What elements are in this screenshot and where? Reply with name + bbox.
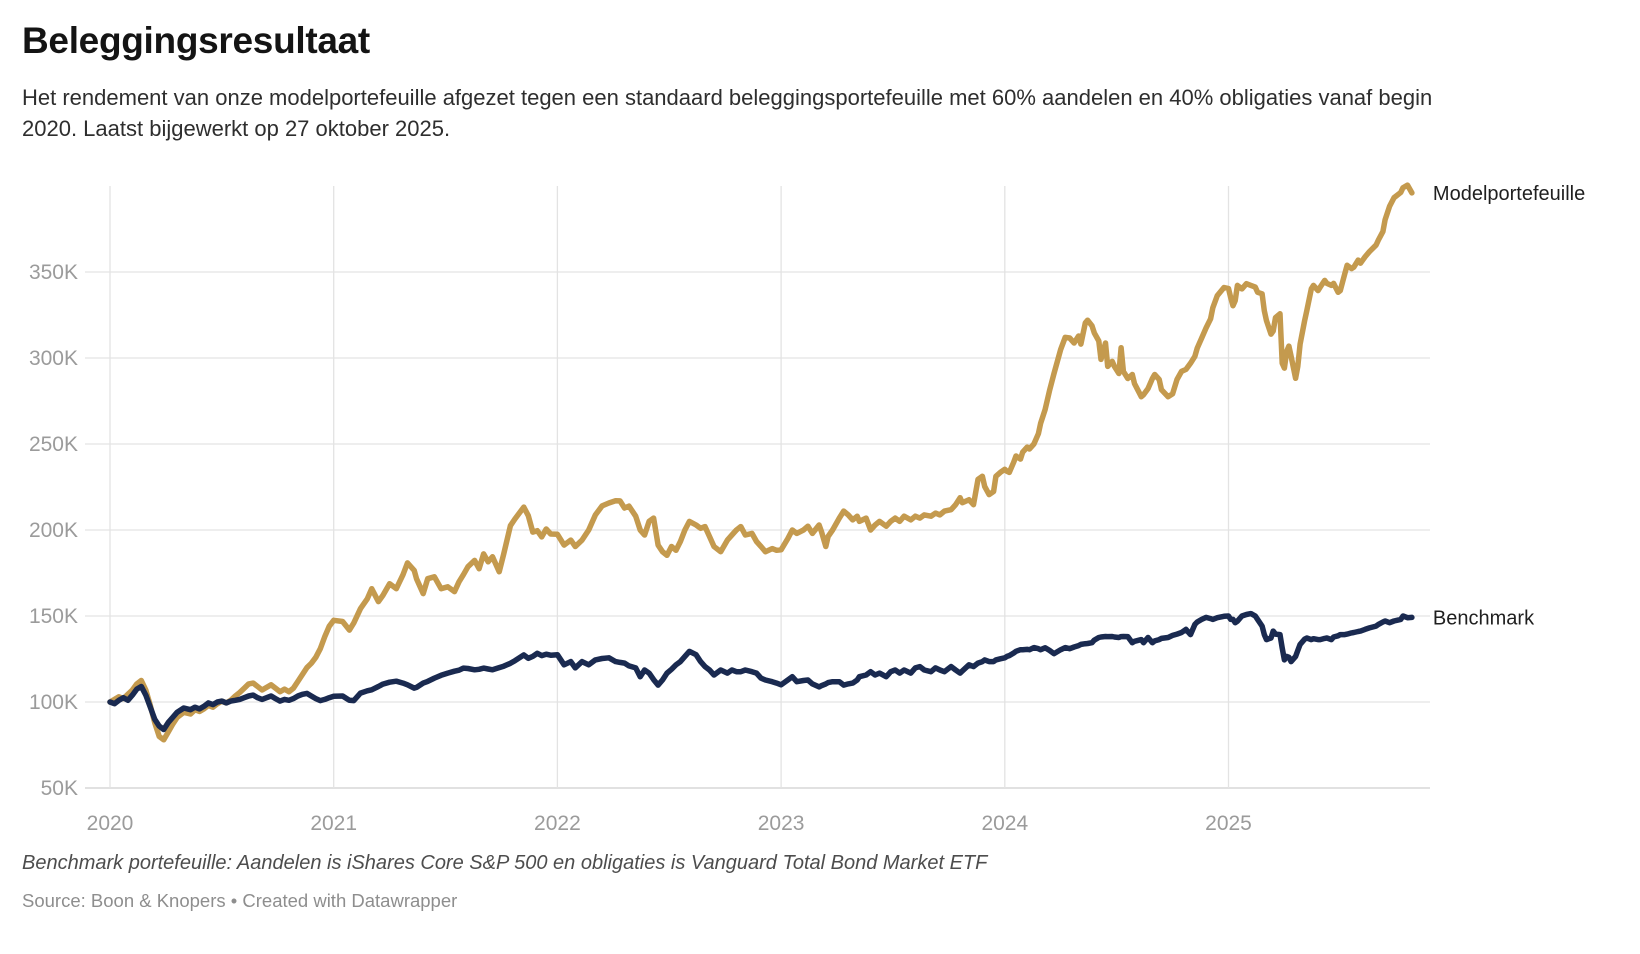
y-tick-label-300K: 300K bbox=[29, 347, 78, 370]
y-tick-label-100K: 100K bbox=[29, 691, 78, 714]
series-label-modelportefeuille: Modelportefeuille bbox=[1433, 183, 1585, 205]
x-tick-label-2020: 2020 bbox=[87, 812, 134, 835]
y-tick-label-50K: 50K bbox=[41, 777, 78, 800]
chart-subtitle: Het rendement van onze modelportefeuille… bbox=[22, 85, 1433, 141]
x-tick-label-2021: 2021 bbox=[310, 812, 357, 835]
benchmark-footnote: Benchmark portefeuille: Aandelen is iSha… bbox=[22, 852, 988, 874]
x-axis-tick-labels: 2020 2021 2022 2023 2024 2025 bbox=[87, 812, 1252, 835]
x-tick-label-2025: 2025 bbox=[1205, 812, 1252, 835]
y-axis-tick-labels: 50K 100K 150K 200K 250K 300K 350K bbox=[29, 261, 78, 800]
series-lines bbox=[107, 182, 1415, 743]
x-tick-label-2022: 2022 bbox=[534, 812, 581, 835]
series-line-modelportefeuille[interactable] bbox=[107, 182, 1415, 743]
series-line-benchmark[interactable] bbox=[107, 610, 1415, 733]
chart-title: Beleggingsresultaat bbox=[22, 20, 370, 61]
y-tick-label-350K: 350K bbox=[29, 261, 78, 284]
horizontal-gridlines bbox=[85, 271, 1430, 789]
x-tick-label-2023: 2023 bbox=[758, 812, 805, 835]
x-tick-label-2024: 2024 bbox=[981, 812, 1028, 835]
y-tick-label-200K: 200K bbox=[29, 519, 78, 542]
y-tick-label-250K: 250K bbox=[29, 433, 78, 456]
source-line: Source: Boon & Knopers • Created with Da… bbox=[22, 890, 458, 911]
y-tick-label-150K: 150K bbox=[29, 605, 78, 628]
series-label-benchmark: Benchmark bbox=[1433, 607, 1535, 629]
series-end-labels: Modelportefeuille Benchmark bbox=[1433, 183, 1585, 629]
